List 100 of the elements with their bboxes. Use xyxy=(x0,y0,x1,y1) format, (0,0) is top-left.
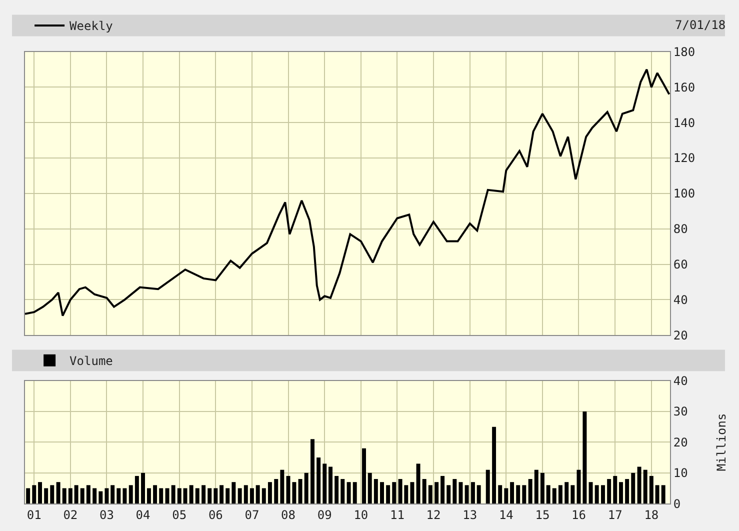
x-tick-label: 07 xyxy=(244,508,260,522)
bar xyxy=(522,485,526,504)
x-tick-label: 10 xyxy=(354,508,368,522)
bar xyxy=(104,488,109,504)
bar xyxy=(410,482,414,504)
y-tick-label: 60 xyxy=(673,257,688,272)
bar xyxy=(570,485,575,504)
bar xyxy=(588,482,593,504)
y-tick-label: 120 xyxy=(673,151,696,166)
bar xyxy=(661,485,666,504)
bar xyxy=(434,482,439,504)
x-tick-label: 12 xyxy=(426,508,441,522)
bar xyxy=(334,476,339,504)
bar xyxy=(165,488,170,504)
bar xyxy=(464,485,469,504)
x-tick-label: 05 xyxy=(172,508,187,522)
bar xyxy=(141,472,145,504)
bar xyxy=(128,485,133,504)
y-tick-label: 10 xyxy=(673,466,688,480)
x-tick-label: 03 xyxy=(99,508,114,522)
bar xyxy=(374,479,378,504)
bar xyxy=(214,488,218,504)
bar xyxy=(380,482,384,504)
bar xyxy=(582,412,587,504)
bar xyxy=(516,485,520,504)
bar xyxy=(428,485,432,504)
bar xyxy=(171,485,176,504)
bar xyxy=(316,458,321,504)
bar xyxy=(62,488,66,504)
bar xyxy=(346,482,351,504)
bar xyxy=(50,485,54,504)
bar xyxy=(386,485,390,504)
bar xyxy=(649,476,654,504)
bar xyxy=(268,482,272,504)
bar xyxy=(44,488,48,504)
bar xyxy=(226,488,230,504)
bar xyxy=(134,476,139,504)
x-tick-label: 17 xyxy=(608,508,622,522)
bar xyxy=(458,482,463,504)
bar xyxy=(528,479,532,504)
x-tick-label: 01 xyxy=(26,508,42,522)
bar xyxy=(352,482,357,504)
bar xyxy=(619,482,623,504)
y-tick-label: 40 xyxy=(673,374,688,388)
bar xyxy=(80,488,84,504)
y-tick-label: 180 xyxy=(673,44,696,59)
bar xyxy=(625,479,630,504)
bar xyxy=(594,485,599,504)
bar xyxy=(256,485,260,504)
bar xyxy=(534,470,538,504)
bar xyxy=(195,488,200,504)
bar xyxy=(220,485,224,504)
bar xyxy=(146,488,151,504)
x-tick-label: 15 xyxy=(535,508,550,522)
bar xyxy=(208,488,212,504)
x-tick-label: 13 xyxy=(462,508,478,522)
bar xyxy=(280,470,284,504)
bar xyxy=(552,488,556,504)
bar xyxy=(110,485,115,504)
bar xyxy=(122,488,127,504)
bar xyxy=(86,485,90,504)
bar xyxy=(540,472,544,504)
x-tick-label: 02 xyxy=(63,508,78,522)
text: 7/01/18 xyxy=(675,18,726,32)
y-tick-label: 20 xyxy=(673,435,688,450)
bar xyxy=(322,464,327,504)
bar xyxy=(56,482,60,504)
legend-label: Weekly xyxy=(70,19,113,34)
bar xyxy=(470,482,475,504)
bar xyxy=(38,482,42,504)
bar xyxy=(362,448,366,504)
bar xyxy=(452,479,457,504)
x-tick-label: 11 xyxy=(390,508,404,522)
x-tick-label: 14 xyxy=(498,508,514,522)
bar xyxy=(446,485,451,504)
bar xyxy=(422,479,426,504)
bar xyxy=(250,488,254,504)
bar xyxy=(504,488,508,504)
x-tick-label: 08 xyxy=(281,508,296,522)
bar xyxy=(244,485,248,504)
bar xyxy=(177,488,182,504)
legend-label: Volume xyxy=(70,354,113,368)
bar xyxy=(116,488,121,504)
bar xyxy=(476,485,481,504)
y-tick-label: 140 xyxy=(673,116,696,130)
y-tick-label: 20 xyxy=(673,328,688,342)
bar xyxy=(607,479,612,504)
y-tick-label: 30 xyxy=(673,404,688,419)
y-axis-title: Millions xyxy=(714,413,729,472)
y-tick-label: 160 xyxy=(673,80,696,94)
bar xyxy=(392,482,396,504)
bar xyxy=(92,488,97,504)
bar xyxy=(32,485,36,504)
bar xyxy=(416,464,420,504)
x-tick-label: 06 xyxy=(208,508,223,522)
bar xyxy=(546,485,550,504)
bar xyxy=(202,485,206,504)
bar xyxy=(631,472,636,504)
y-tick-label: 80 xyxy=(673,222,688,236)
bar xyxy=(304,472,308,504)
